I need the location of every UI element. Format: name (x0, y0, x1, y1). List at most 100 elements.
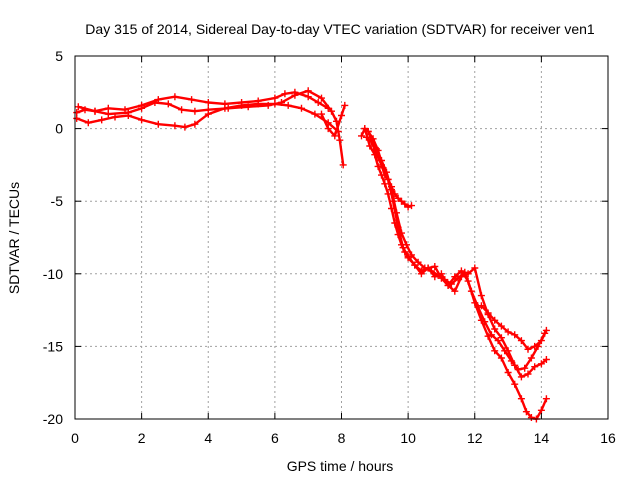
data-point (204, 106, 212, 114)
data-point (224, 104, 232, 112)
data-point (537, 337, 545, 345)
data-point (381, 180, 389, 188)
x-tick-label: 2 (138, 430, 146, 446)
data-point (104, 110, 112, 118)
data-point (91, 107, 99, 115)
data-point (339, 161, 347, 169)
data-point (501, 347, 509, 355)
data-point (138, 104, 146, 112)
data-point (517, 373, 525, 381)
data-point (527, 354, 535, 362)
data-point (511, 380, 519, 388)
data-point (437, 274, 445, 282)
data-point (491, 347, 499, 355)
x-tick-label: 6 (271, 430, 279, 446)
data-point (191, 120, 199, 128)
data-point (284, 101, 292, 109)
data-point (363, 133, 370, 141)
data-point (154, 120, 162, 128)
data-point (408, 251, 415, 259)
data-point (444, 281, 452, 289)
data-point (408, 202, 415, 210)
data-point (379, 164, 387, 172)
data-point (73, 114, 81, 122)
data-point (318, 94, 325, 102)
data-point (542, 326, 550, 334)
data-point (278, 99, 285, 106)
data-point (98, 116, 106, 124)
data-point (389, 197, 397, 205)
data-point (318, 110, 325, 118)
data-point (494, 337, 502, 345)
x-tick-label: 8 (338, 430, 346, 446)
data-point (399, 244, 407, 252)
data-point (511, 331, 519, 339)
x-tick-label: 0 (71, 430, 79, 446)
data-point (138, 116, 146, 124)
data-point (424, 264, 432, 272)
data-point (457, 267, 465, 275)
data-point (417, 270, 425, 278)
data-point (84, 119, 92, 127)
data-point (171, 122, 179, 130)
data-point (491, 325, 499, 333)
data-point (394, 223, 402, 231)
series-track-d (318, 101, 349, 140)
data-point (451, 287, 459, 295)
data-point (484, 309, 492, 317)
data-point (522, 408, 530, 416)
data-point (477, 316, 485, 324)
data-point (431, 263, 439, 270)
data-point (171, 93, 179, 101)
y-tick-label: -10 (43, 266, 63, 282)
data-point (537, 360, 545, 368)
data-point (311, 110, 319, 118)
x-axis-label: GPS time / hours (287, 458, 394, 474)
data-point (264, 101, 272, 109)
data-point (204, 99, 212, 106)
series-track-c (74, 87, 347, 169)
data-point (151, 99, 159, 106)
y-tick-label: 5 (55, 48, 63, 64)
data-point (521, 364, 529, 372)
data-point (542, 356, 550, 363)
data-point (374, 162, 382, 170)
data-point (324, 125, 332, 133)
data-point (471, 264, 479, 272)
data-point (304, 87, 312, 95)
data-point (341, 101, 349, 109)
data-point (188, 96, 196, 104)
series-track-h (364, 128, 550, 423)
data-point (504, 369, 512, 376)
data-point (358, 132, 365, 140)
data-point (336, 136, 344, 144)
data-point (404, 252, 412, 260)
data-point (507, 357, 515, 365)
y-tick-label: -20 (43, 411, 63, 427)
data-point (451, 273, 459, 281)
y-axis-label: SDTVAR / TECUs (6, 182, 22, 294)
data-point (378, 171, 385, 179)
data-point (477, 302, 485, 310)
data-point (454, 274, 462, 282)
series-track-i (477, 302, 550, 353)
data-point (181, 123, 189, 131)
data-point (328, 107, 335, 115)
data-point (291, 91, 299, 99)
data-point (366, 142, 374, 150)
data-point (244, 103, 252, 111)
data-point (524, 370, 532, 378)
data-point (374, 146, 382, 154)
data-point (331, 132, 339, 140)
data-point (364, 128, 372, 135)
data-point (298, 104, 305, 112)
data-point (504, 328, 512, 336)
data-point (542, 395, 550, 403)
data-point (404, 203, 412, 211)
data-point (537, 406, 545, 414)
data-point (369, 135, 377, 143)
data-point (178, 106, 186, 114)
x-tick-label: 10 (400, 430, 416, 446)
data-point (514, 366, 522, 374)
